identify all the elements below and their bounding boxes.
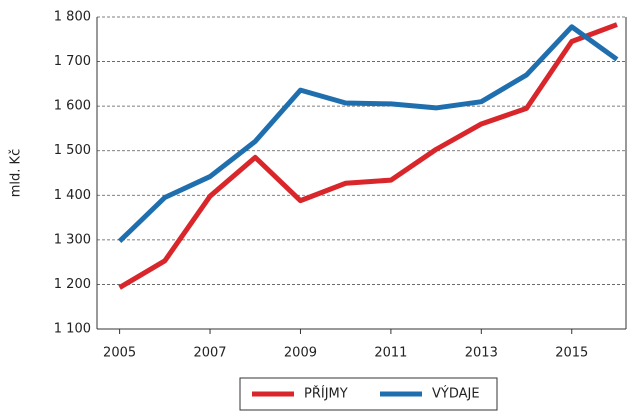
x-tick-label: 2011 [374,346,407,361]
y-tick-label: 1 700 [54,54,91,69]
y-tick-label: 1 300 [54,232,91,247]
y-tick-label: 1 800 [54,10,91,25]
x-tick-label: 2015 [555,346,588,361]
legend-label: PŘÍJMY [304,386,348,402]
y-tick-label: 1 500 [54,143,91,158]
x-tick-label: 2013 [465,346,498,361]
y-axis-label: mld. Kč [9,149,24,197]
line-series [118,22,618,290]
x-tick-label: 2009 [284,346,317,361]
y-tick-label: 1 600 [54,99,91,114]
x-tick-label: 2005 [103,346,136,361]
y-tick-label: 1 400 [54,188,91,203]
legend-label: VÝDAJE [432,386,480,402]
y-tick-label: 1 200 [54,277,91,292]
y-tick-label: 1 100 [54,322,91,337]
x-tick-label: 2007 [193,346,226,361]
line-series [117,24,619,243]
